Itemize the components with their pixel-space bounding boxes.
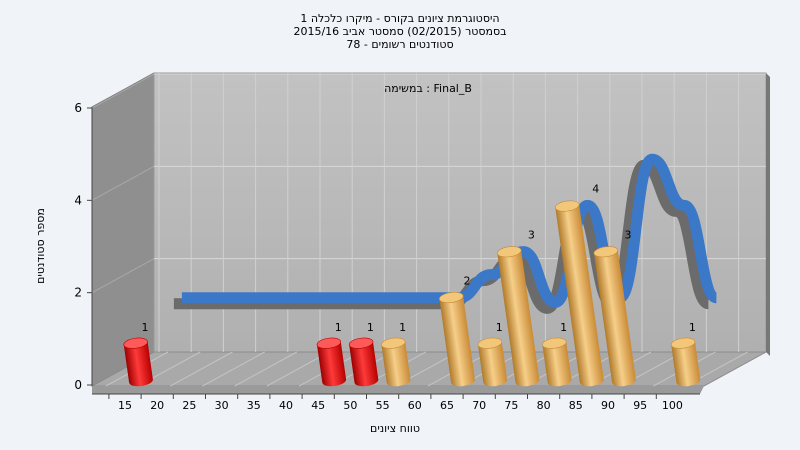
bar-top (477, 337, 503, 349)
gridline-floor (266, 351, 330, 387)
x-tick-label: 90 (601, 399, 615, 412)
bar (439, 291, 475, 387)
bar (477, 337, 508, 387)
bar-body (671, 341, 701, 387)
x-tick-label: 15 (118, 399, 132, 412)
bar-body (478, 341, 508, 387)
bar-body (497, 250, 540, 387)
x-tick-label: 85 (569, 399, 583, 412)
bar-value-label: 1 (367, 321, 374, 334)
x-tick-label: 45 (311, 399, 325, 412)
bar-body (542, 341, 572, 387)
y-tick-label: 4 (74, 193, 82, 207)
x-tick-label: 50 (343, 399, 357, 412)
y-axis-ticks: 0 2 4 6 (74, 101, 92, 392)
bars: 1 1 1 1 2 1 3 1 4 3 1 (123, 182, 701, 387)
chart-title-line-2: בסמסטר (02/2015) סמסטר אביב 2015/16 (293, 25, 506, 38)
floor (91, 351, 767, 387)
bar (670, 337, 701, 387)
gridline-floor (234, 351, 298, 387)
bar-top (123, 337, 148, 349)
bar (593, 246, 636, 387)
bar-body (593, 250, 636, 387)
bar-top (497, 246, 522, 258)
bar-value-label: 4 (592, 182, 599, 195)
x-tick-label: 30 (215, 399, 229, 412)
y-tick-label: 0 (74, 378, 82, 392)
bar-top (593, 246, 619, 258)
x-tick-label: 95 (633, 399, 647, 412)
y-tick-label: 2 (74, 286, 82, 300)
bar-body (381, 341, 411, 387)
x-tick-label: 80 (537, 399, 551, 412)
x-tick-label: 70 (472, 399, 486, 412)
y-axis-label: מספר סטודנטים (34, 208, 47, 284)
bar-value-label: 1 (142, 321, 149, 334)
chart-title-line-1: היסטוגרמת ציונים בקורס - מיקרו כלכלה 1 (300, 12, 499, 25)
bar-value-label: 3 (625, 229, 632, 242)
bar (348, 337, 379, 387)
bar (542, 337, 572, 387)
right-edge (766, 73, 770, 356)
bar-top (316, 337, 342, 349)
bar-top (439, 291, 464, 304)
bar-body (123, 341, 153, 387)
bar-value-label: 1 (496, 321, 503, 334)
bar-body (317, 341, 347, 387)
gridline-floor (170, 351, 233, 387)
bar-body (349, 341, 379, 387)
bar-top (670, 337, 696, 349)
bar (123, 337, 153, 387)
x-tick-label: 75 (504, 399, 518, 412)
x-axis-ticks: 15 20 25 30 35 40 45 50 55 60 65 70 75 80 85 90 95 100 (108, 394, 683, 412)
gridline-side (91, 73, 155, 109)
bar (316, 337, 347, 387)
gridline-side (91, 258, 155, 294)
floor-front-edge (92, 386, 704, 394)
bar (555, 200, 604, 387)
bar (381, 337, 411, 387)
bar-top (555, 200, 580, 212)
bar (497, 246, 540, 387)
x-axis-label: טווח ציונים (370, 422, 420, 435)
x-tick-label: 25 (182, 399, 196, 412)
x-tick-label: 20 (150, 399, 164, 412)
gridline-floor (202, 351, 265, 387)
bar-value-label: 1 (335, 321, 342, 334)
x-tick-label: 65 (440, 399, 454, 412)
bar-top (381, 337, 406, 349)
trend-ribbon-shadow (173, 159, 711, 314)
bar-body (555, 204, 604, 387)
task-annotation: במשימה : Final_B (384, 82, 472, 95)
x-tick-label: 100 (662, 399, 683, 412)
bar-value-label: 1 (560, 321, 567, 334)
x-tick-label: 35 (247, 399, 261, 412)
x-tick-label: 60 (408, 399, 422, 412)
bar-value-label: 2 (464, 275, 471, 288)
bar-top (542, 337, 567, 349)
bar-value-label: 3 (528, 229, 535, 242)
bar-value-label: 1 (399, 321, 406, 334)
y-tick-label: 6 (74, 101, 82, 115)
bar-value-label: 1 (689, 321, 696, 334)
chart-title-line-3: סטודנטים רשומים - 78 (346, 38, 453, 51)
bar-top (348, 337, 374, 349)
x-tick-label: 55 (376, 399, 390, 412)
x-tick-label: 40 (279, 399, 293, 412)
gridline-side (91, 165, 155, 201)
bar-body (439, 295, 475, 387)
